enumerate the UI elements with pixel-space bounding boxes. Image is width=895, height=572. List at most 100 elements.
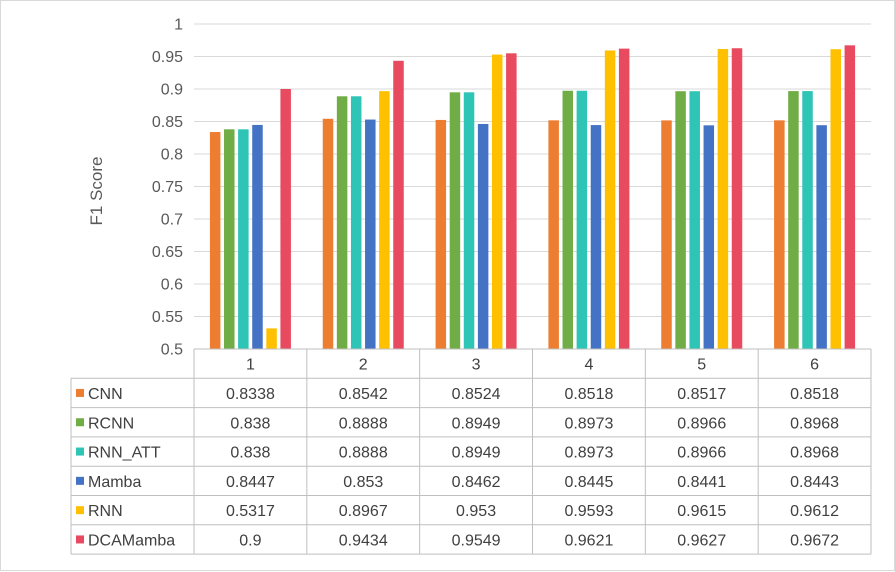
y-axis-label: F1 Score — [87, 157, 106, 226]
legend-label: RCNN — [88, 415, 134, 432]
x-tick-label: 1 — [246, 357, 255, 374]
data-label: 0.8973 — [564, 445, 613, 462]
bar-mamba-5 — [703, 125, 715, 350]
bar-rnn-4 — [604, 50, 616, 350]
y-tick-label: 0.6 — [161, 277, 183, 294]
data-label: 0.8518 — [790, 386, 839, 403]
bar-dcamamba-1 — [280, 89, 291, 349]
bar-rnn-att-4 — [576, 90, 588, 349]
bar-cnn-4 — [548, 120, 559, 349]
data-label: 0.8966 — [677, 415, 726, 432]
bar-rnn-att-6 — [802, 91, 813, 349]
x-tick-label: 4 — [584, 357, 593, 374]
bar-rnn-1 — [266, 328, 277, 349]
legend-label: RNN — [88, 503, 123, 520]
y-tick-label: 0.75 — [152, 179, 183, 196]
data-label: 0.5317 — [226, 503, 275, 520]
data-label: 0.8443 — [790, 474, 839, 491]
data-label: 0.8441 — [677, 474, 726, 491]
data-label: 0.8542 — [339, 386, 388, 403]
bar-mamba-2 — [365, 119, 376, 349]
bar-dcamamba-6 — [844, 45, 856, 349]
bar-rnn-att-5 — [689, 91, 700, 350]
x-tick-label: 5 — [697, 357, 706, 374]
data-label: 0.853 — [343, 474, 383, 491]
data-label: 0.8462 — [452, 474, 501, 491]
bar-dcamamba-2 — [393, 60, 404, 349]
bar-rcnn-1 — [224, 129, 235, 349]
y-tick-label: 0.65 — [152, 244, 183, 261]
bar-dcamamba-4 — [618, 48, 630, 349]
bar-mamba-1 — [252, 124, 263, 349]
data-label: 0.8968 — [790, 445, 839, 462]
bar-rnn-5 — [717, 49, 729, 350]
bar-cnn-5 — [661, 120, 672, 350]
data-table: 1 2 3 4 5 6 CNN 0.8338 0.8542 0.8524 0.8518 0.8517 0… — [70, 348, 872, 555]
y-tick-label: 0.7 — [161, 212, 183, 229]
data-label: 0.9593 — [564, 503, 613, 520]
legend-swatch-dcamamba — [76, 535, 84, 544]
y-tick-label: 0.5 — [161, 342, 183, 359]
bar-dcamamba-5 — [731, 48, 743, 350]
data-label: 0.9627 — [677, 532, 726, 549]
data-label: 0.8888 — [339, 445, 388, 462]
bar-cnn-3 — [435, 119, 447, 349]
x-tick-label: 6 — [810, 357, 819, 374]
bar-dcamamba-3 — [506, 53, 517, 349]
legend-swatch-rnn — [76, 506, 84, 515]
gridlines — [194, 23, 871, 317]
legend-label: Mamba — [88, 474, 141, 491]
data-label: 0.9615 — [677, 503, 726, 520]
data-label: 0.9621 — [564, 532, 613, 549]
data-label: 0.8973 — [564, 415, 613, 432]
bar-rcnn-6 — [788, 91, 799, 349]
bar-rnn-2 — [379, 91, 390, 350]
bar-rcnn-3 — [449, 92, 461, 349]
bar-rnn-att-1 — [238, 129, 249, 349]
bar-rcnn-5 — [675, 91, 686, 350]
bar-cnn-2 — [322, 118, 334, 350]
data-label: 0.8518 — [564, 386, 613, 403]
y-tick-label: 0.85 — [152, 114, 183, 131]
x-tick-label: 2 — [359, 357, 368, 374]
data-label: 0.8949 — [452, 415, 501, 432]
data-label: 0.8966 — [677, 445, 726, 462]
y-tick-label: 0.9 — [161, 82, 183, 99]
data-label: 0.838 — [230, 415, 270, 432]
bar-rnn-6 — [830, 49, 841, 349]
data-label: 0.8968 — [790, 415, 839, 432]
data-label: 0.8445 — [564, 474, 613, 491]
data-label: 0.8888 — [339, 415, 388, 432]
data-label: 0.8447 — [226, 474, 275, 491]
data-label: 0.9434 — [339, 532, 388, 549]
bar-rnn-att-2 — [350, 96, 362, 349]
bar-rnn-3 — [491, 54, 503, 350]
bar-rcnn-4 — [562, 90, 574, 349]
data-label: 0.953 — [456, 503, 496, 520]
data-label: 0.8524 — [452, 386, 501, 403]
data-label: 0.8338 — [226, 386, 275, 403]
bar-mamba-3 — [477, 123, 489, 349]
legend-label: CNN — [88, 386, 123, 403]
data-label: 0.9 — [239, 532, 261, 549]
y-tick-label: 0.55 — [152, 309, 183, 326]
legend-label: RNN_ATT — [88, 445, 161, 462]
data-label: 0.9672 — [790, 532, 839, 549]
legend-label: DCAMamba — [88, 532, 175, 549]
x-tick-label: 3 — [472, 357, 481, 374]
bar-mamba-4 — [590, 125, 602, 349]
bar-rnn-att-3 — [463, 92, 475, 349]
legend-swatch-mamba — [76, 476, 84, 485]
y-tick-label: 1 — [174, 17, 183, 34]
bar-cnn-1 — [209, 132, 221, 349]
legend-swatch-rcnn — [76, 418, 84, 427]
legend-swatch-cnn — [76, 388, 84, 397]
data-label: 0.9612 — [790, 503, 839, 520]
bars — [209, 45, 856, 350]
y-tick-label: 0.95 — [152, 49, 183, 66]
data-label: 0.8967 — [339, 503, 388, 520]
y-axis-ticks: 0.5 0.55 0.6 0.65 0.7 0.75 0.8 0.85 0.9 0.95 1 — [152, 17, 183, 359]
bar-cnn-6 — [774, 120, 785, 349]
